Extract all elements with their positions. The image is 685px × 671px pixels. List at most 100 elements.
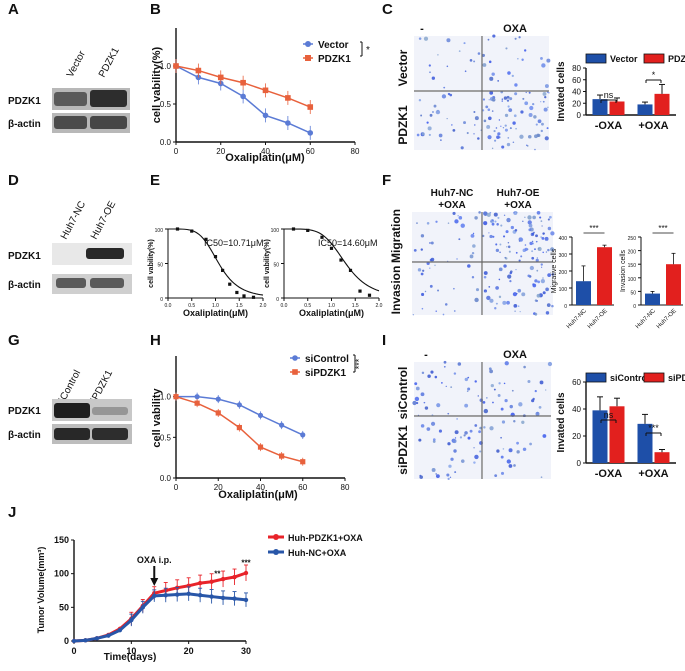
y-tick-label: 1.0: [160, 62, 172, 71]
y-tick-label: 50: [273, 263, 279, 269]
stained-cell: [513, 212, 515, 214]
series-line-Huh-NC+OXA: [73, 592, 247, 643]
stained-cell: [520, 255, 523, 258]
stained-cell: [436, 403, 441, 408]
stained-cell: [420, 248, 423, 251]
stained-cell: [531, 240, 534, 243]
y-tick-label: 60: [572, 378, 581, 387]
stained-cell: [545, 251, 548, 253]
stained-cell: [496, 449, 500, 453]
stained-cell: [423, 36, 429, 41]
stained-cell: [506, 217, 511, 223]
stained-cell: [447, 477, 450, 480]
stained-cell: [429, 71, 431, 74]
stained-cell: [540, 236, 542, 238]
stained-cell: [458, 238, 461, 241]
stained-cell: [483, 275, 487, 279]
stained-cell: [499, 243, 502, 246]
stained-cell: [416, 401, 419, 405]
x-tick-label: 30: [241, 646, 251, 656]
stained-cell: [494, 474, 498, 478]
stained-cell: [473, 133, 475, 135]
stained-cell: [471, 276, 475, 279]
stained-cell: [415, 386, 420, 391]
stained-cell: [506, 300, 510, 305]
x-tick-label: 0.0: [165, 303, 172, 309]
stained-cell: [460, 146, 464, 150]
stained-cell: [500, 407, 504, 411]
stained-cell: [464, 70, 467, 73]
data-point-Huh-NC+OXA: [163, 593, 168, 598]
data-point: [291, 227, 296, 231]
stained-cell: [414, 382, 418, 386]
stained-cell: [482, 63, 487, 67]
y-tick-label: 100: [271, 228, 280, 234]
stained-cell: [501, 100, 504, 102]
data-point-PDZK1: [240, 79, 246, 86]
stained-cell: [487, 135, 492, 140]
stained-cell: [493, 130, 496, 133]
x-tick-label: 40: [256, 483, 265, 492]
y-axis-title: Migrative cells: [551, 248, 558, 293]
category-label: Huh7-OE: [656, 308, 678, 330]
stained-cell: [547, 361, 553, 367]
stained-cell: [421, 132, 425, 136]
legend-swatch: [292, 369, 298, 375]
stained-cell: [473, 60, 476, 63]
stained-cell: [471, 251, 475, 255]
stained-cell: [539, 380, 544, 385]
x-tick-label: 0.5: [188, 303, 195, 309]
data-point-PDZK1: [195, 67, 202, 74]
stained-cell: [506, 246, 508, 248]
stained-cell: [536, 257, 539, 259]
stained-cell: [541, 266, 543, 268]
stained-cell: [429, 242, 431, 244]
data-point-siPDZK1: [194, 400, 200, 406]
band-pdzk1-oe: [86, 248, 124, 259]
y-tick-label: 150: [54, 535, 69, 545]
stained-cell: [482, 234, 485, 238]
col-label: +OXA: [504, 200, 532, 211]
stained-cell: [505, 257, 508, 260]
data-point: [190, 229, 194, 233]
x-axis-title: Oxaliplatin(μM): [218, 489, 298, 501]
stained-cell: [504, 124, 507, 127]
stained-cell: [483, 426, 486, 429]
data-point-Huh-NC+OXA: [152, 593, 157, 599]
micrograph-bg: [483, 417, 551, 479]
stained-cell: [516, 450, 520, 454]
stained-cell: [495, 243, 498, 246]
data-point-Huh-NC+OXA: [197, 593, 203, 598]
stained-cell: [412, 400, 417, 406]
stained-cell: [546, 91, 549, 94]
legend-swatch: [273, 549, 279, 555]
x-tick-label: 1.0: [212, 303, 219, 309]
stained-cell: [485, 105, 489, 109]
panel-letter-C: C: [382, 1, 393, 18]
stained-cell: [418, 99, 422, 102]
col-label: -: [420, 23, 424, 35]
stained-cell: [518, 36, 521, 39]
panel-letter-E: E: [150, 172, 160, 189]
stained-cell: [504, 113, 509, 118]
data-point-siControl: [279, 422, 285, 428]
stained-cell: [418, 37, 422, 40]
stained-cell: [501, 145, 505, 149]
stained-cell: [532, 283, 535, 286]
data-point: [320, 235, 324, 239]
data-point-Huh-PDZK1+OXA: [197, 580, 203, 586]
stained-cell: [500, 455, 504, 459]
band-actin: [90, 116, 127, 129]
stained-cell: [447, 412, 450, 415]
y-tick-label: 1.0: [160, 393, 172, 402]
stained-cell: [482, 400, 486, 404]
stained-cell: [532, 231, 535, 234]
stained-cell: [506, 142, 511, 147]
legend-swatch: [305, 41, 311, 47]
stained-cell: [547, 248, 550, 252]
micrograph-bg: [414, 36, 482, 90]
stained-cell: [542, 291, 546, 295]
stained-cell: [489, 298, 494, 303]
col-label: OXA: [503, 23, 527, 35]
